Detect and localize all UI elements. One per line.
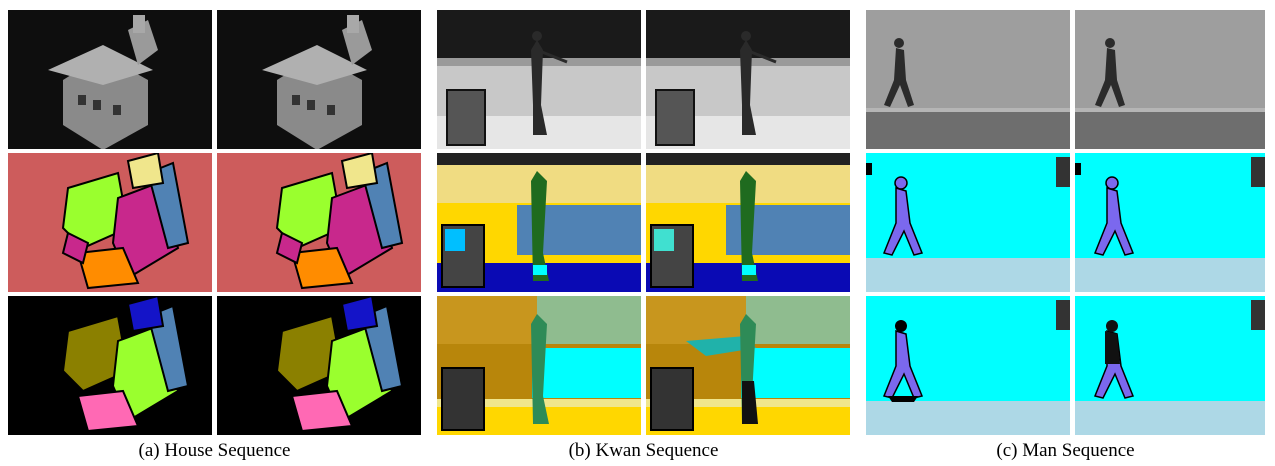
man-segmentation-1 [866,153,1070,292]
man-result-2 [1075,296,1265,435]
caption-man: (c) Man Sequence [996,440,1135,461]
house-segmentation-2 [217,153,421,292]
kwan-frame-1 [437,10,641,149]
house-segmentation-1 [8,153,212,292]
caption-house: (a) House Sequence [138,440,291,461]
man-frame-1 [866,10,1070,149]
kwan-segmentation-2 [646,153,850,292]
man-segmentation-2 [1075,153,1265,292]
man-result-1 [866,296,1070,435]
caption-kwan: (b) Kwan Sequence [568,440,719,461]
house-frame-1 [8,10,212,149]
house-frame-2 [217,10,421,149]
house-result-2 [217,296,421,435]
house-result-1 [8,296,212,435]
kwan-frame-2 [646,10,850,149]
kwan-result-1 [437,296,641,435]
man-frame-2 [1075,10,1265,149]
kwan-segmentation-1 [437,153,641,292]
kwan-result-2 [646,296,850,435]
